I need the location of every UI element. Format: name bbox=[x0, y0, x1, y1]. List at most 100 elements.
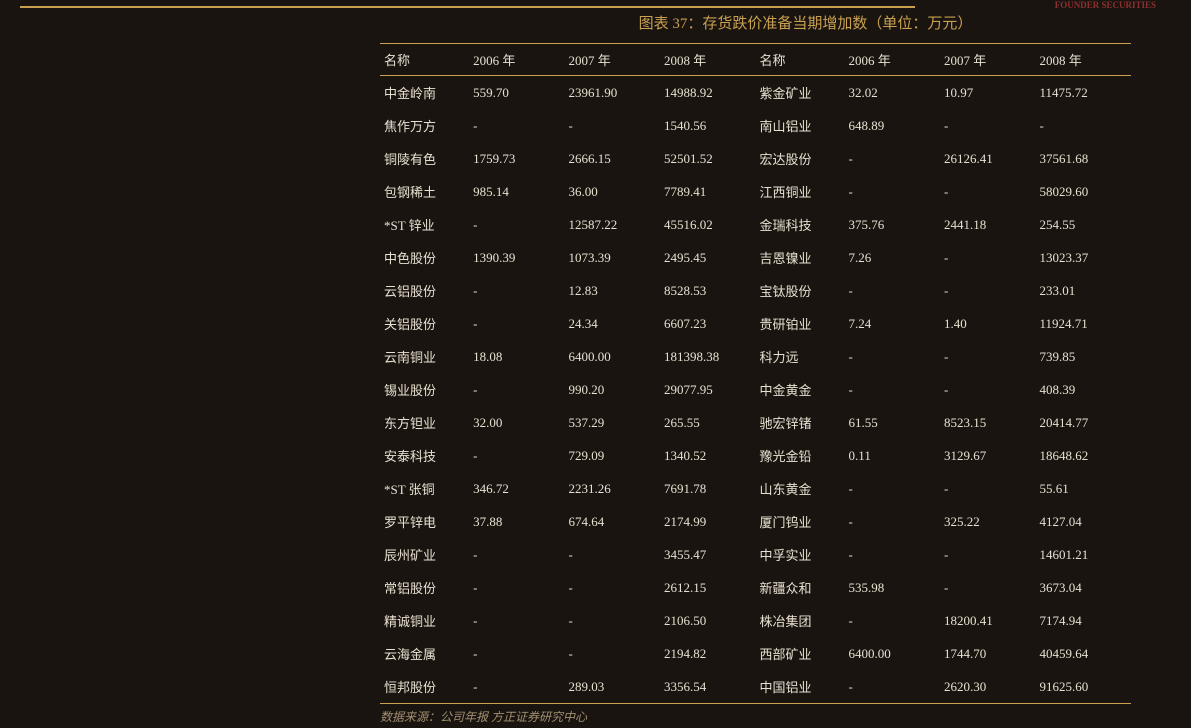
table-cell: 中色股份 bbox=[380, 241, 469, 274]
table-cell: 西部矿业 bbox=[755, 637, 844, 670]
table-cell: 11924.71 bbox=[1035, 307, 1131, 340]
table-cell: 985.14 bbox=[469, 175, 564, 208]
table-cell: 贵研铂业 bbox=[755, 307, 844, 340]
inventory-table: 名称 2006 年 2007 年 2008 年 名称 2006 年 2007 年… bbox=[380, 43, 1131, 704]
table-cell: - bbox=[1035, 109, 1131, 142]
table-cell: 1390.39 bbox=[469, 241, 564, 274]
table-cell: - bbox=[469, 637, 564, 670]
table-cell: 32.00 bbox=[469, 406, 564, 439]
table-cell: 2194.82 bbox=[660, 637, 755, 670]
table-cell: 吉恩镍业 bbox=[755, 241, 844, 274]
table-cell: - bbox=[469, 439, 564, 472]
header-2006-1: 2006 年 bbox=[469, 44, 564, 76]
table-cell: 铜陵有色 bbox=[380, 142, 469, 175]
table-cell: 中金黄金 bbox=[755, 373, 844, 406]
table-cell: - bbox=[940, 109, 1035, 142]
table-cell: - bbox=[940, 340, 1035, 373]
table-cell: - bbox=[845, 538, 940, 571]
table-cell: 24.34 bbox=[565, 307, 660, 340]
table-row: 东方钽业32.00537.29265.55驰宏锌锗61.558523.15204… bbox=[380, 406, 1131, 439]
table-cell: 金瑞科技 bbox=[755, 208, 844, 241]
table-cell: 990.20 bbox=[565, 373, 660, 406]
table-row: 安泰科技-729.091340.52豫光金铅0.113129.6718648.6… bbox=[380, 439, 1131, 472]
table-cell: - bbox=[469, 274, 564, 307]
header-2006-2: 2006 年 bbox=[845, 44, 940, 76]
table-cell: 14988.92 bbox=[660, 76, 755, 110]
table-cell: 包钢稀土 bbox=[380, 175, 469, 208]
table-cell: 常铝股份 bbox=[380, 571, 469, 604]
table-cell: - bbox=[845, 472, 940, 505]
table-cell: - bbox=[469, 109, 564, 142]
table-cell: 289.03 bbox=[565, 670, 660, 704]
header-name-1: 名称 bbox=[380, 44, 469, 76]
table-cell: 40459.64 bbox=[1035, 637, 1131, 670]
table-cell: 18200.41 bbox=[940, 604, 1035, 637]
table-cell: 408.39 bbox=[1035, 373, 1131, 406]
table-cell: 宝钛股份 bbox=[755, 274, 844, 307]
table-cell: 559.70 bbox=[469, 76, 564, 110]
table-cell: - bbox=[845, 340, 940, 373]
table-row: 关铝股份-24.346607.23贵研铂业7.241.4011924.71 bbox=[380, 307, 1131, 340]
table-cell: - bbox=[565, 109, 660, 142]
table-cell: 4127.04 bbox=[1035, 505, 1131, 538]
table-row: 恒邦股份-289.033356.54中国铝业-2620.3091625.60 bbox=[380, 670, 1131, 704]
table-cell: - bbox=[845, 274, 940, 307]
table-cell: 37561.68 bbox=[1035, 142, 1131, 175]
table-cell: 55.61 bbox=[1035, 472, 1131, 505]
table-cell: 宏达股份 bbox=[755, 142, 844, 175]
table-cell: 26126.41 bbox=[940, 142, 1035, 175]
table-cell: 中国铝业 bbox=[755, 670, 844, 704]
table-cell: 辰州矿业 bbox=[380, 538, 469, 571]
table-cell: - bbox=[565, 637, 660, 670]
table-cell: 8528.53 bbox=[660, 274, 755, 307]
table-cell: *ST 锌业 bbox=[380, 208, 469, 241]
table-cell: - bbox=[940, 373, 1035, 406]
table-cell: - bbox=[469, 307, 564, 340]
table-cell: - bbox=[469, 373, 564, 406]
table-cell: 云铝股份 bbox=[380, 274, 469, 307]
table-container: 图表 37：存货跌价准备当期增加数（单位：万元） 名称 2006 年 2007 … bbox=[0, 12, 1191, 725]
table-cell: - bbox=[565, 571, 660, 604]
table-cell: - bbox=[940, 538, 1035, 571]
table-cell: 13023.37 bbox=[1035, 241, 1131, 274]
table-row: 辰州矿业--3455.47中孚实业--14601.21 bbox=[380, 538, 1131, 571]
table-cell: 12587.22 bbox=[565, 208, 660, 241]
table-row: 中色股份1390.391073.392495.45吉恩镍业7.26-13023.… bbox=[380, 241, 1131, 274]
table-cell: 181398.38 bbox=[660, 340, 755, 373]
table-cell: 3129.67 bbox=[940, 439, 1035, 472]
table-cell: 325.22 bbox=[940, 505, 1035, 538]
table-cell: 云海金属 bbox=[380, 637, 469, 670]
table-cell: 2231.26 bbox=[565, 472, 660, 505]
table-cell: 18.08 bbox=[469, 340, 564, 373]
header-2008-1: 2008 年 bbox=[660, 44, 755, 76]
table-cell: 新疆众和 bbox=[755, 571, 844, 604]
table-cell: 14601.21 bbox=[1035, 538, 1131, 571]
table-cell: 1340.52 bbox=[660, 439, 755, 472]
table-cell: 科力远 bbox=[755, 340, 844, 373]
table-cell: - bbox=[940, 571, 1035, 604]
table-cell: 375.76 bbox=[845, 208, 940, 241]
table-cell: 346.72 bbox=[469, 472, 564, 505]
table-cell: 91625.60 bbox=[1035, 670, 1131, 704]
table-cell: 安泰科技 bbox=[380, 439, 469, 472]
table-row: 铜陵有色1759.732666.1552501.52宏达股份-26126.413… bbox=[380, 142, 1131, 175]
table-cell: - bbox=[940, 472, 1035, 505]
table-cell: 3455.47 bbox=[660, 538, 755, 571]
table-cell: 2666.15 bbox=[565, 142, 660, 175]
table-cell: - bbox=[845, 670, 940, 704]
table-cell: 2620.30 bbox=[940, 670, 1035, 704]
table-header-row: 名称 2006 年 2007 年 2008 年 名称 2006 年 2007 年… bbox=[380, 44, 1131, 76]
table-cell: 52501.52 bbox=[660, 142, 755, 175]
table-cell: 11475.72 bbox=[1035, 76, 1131, 110]
table-cell: 537.29 bbox=[565, 406, 660, 439]
table-cell: 7.24 bbox=[845, 307, 940, 340]
table-row: *ST 张铜346.722231.267691.78山东黄金--55.61 bbox=[380, 472, 1131, 505]
table-cell: - bbox=[845, 604, 940, 637]
table-cell: 36.00 bbox=[565, 175, 660, 208]
table-cell: 恒邦股份 bbox=[380, 670, 469, 704]
table-cell: 7174.94 bbox=[1035, 604, 1131, 637]
header-2008-2: 2008 年 bbox=[1035, 44, 1131, 76]
table-cell: 32.02 bbox=[845, 76, 940, 110]
table-cell: 12.83 bbox=[565, 274, 660, 307]
table-cell: 2495.45 bbox=[660, 241, 755, 274]
